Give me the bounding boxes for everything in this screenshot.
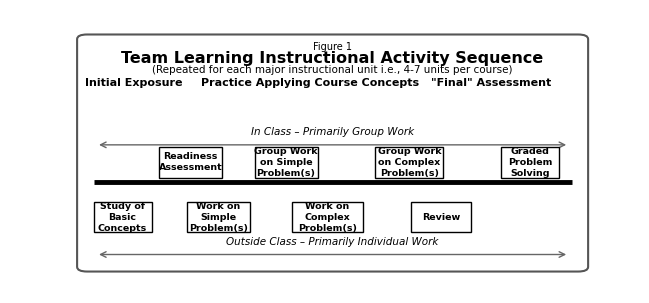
- FancyBboxPatch shape: [375, 147, 443, 178]
- Text: Readiness
Assessment: Readiness Assessment: [158, 152, 223, 172]
- Text: Graded
Problem
Solving: Graded Problem Solving: [508, 147, 552, 178]
- FancyBboxPatch shape: [411, 202, 471, 232]
- Text: Team Learning Instructional Activity Sequence: Team Learning Instructional Activity Seq…: [121, 51, 544, 66]
- Text: Work on
Complex
Problem(s): Work on Complex Problem(s): [298, 201, 357, 233]
- Text: "Final" Assessment: "Final" Assessment: [431, 78, 551, 88]
- Text: Group Work
on Complex
Problem(s): Group Work on Complex Problem(s): [378, 147, 441, 178]
- Text: Group Work
on Simple
Problem(s): Group Work on Simple Problem(s): [254, 147, 318, 178]
- FancyBboxPatch shape: [292, 202, 363, 232]
- Text: Initial Exposure: Initial Exposure: [85, 78, 182, 88]
- Text: Work on
Simple
Problem(s): Work on Simple Problem(s): [189, 201, 248, 233]
- FancyBboxPatch shape: [501, 147, 559, 178]
- FancyBboxPatch shape: [159, 147, 222, 178]
- Text: Review: Review: [422, 213, 460, 222]
- Text: Study of
Basic
Concepts: Study of Basic Concepts: [98, 201, 147, 233]
- Text: Practice Applying Course Concepts: Practice Applying Course Concepts: [201, 78, 419, 88]
- Text: Outside Class – Primarily Individual Work: Outside Class – Primarily Individual Wor…: [227, 237, 439, 247]
- FancyBboxPatch shape: [187, 202, 250, 232]
- FancyBboxPatch shape: [93, 202, 152, 232]
- FancyBboxPatch shape: [254, 147, 317, 178]
- Text: Figure 1: Figure 1: [313, 42, 352, 52]
- Text: (Repeated for each major instructional unit i.e., 4-7 units per course): (Repeated for each major instructional u…: [153, 65, 513, 75]
- Text: In Class – Primarily Group Work: In Class – Primarily Group Work: [251, 127, 414, 137]
- FancyBboxPatch shape: [77, 35, 588, 271]
